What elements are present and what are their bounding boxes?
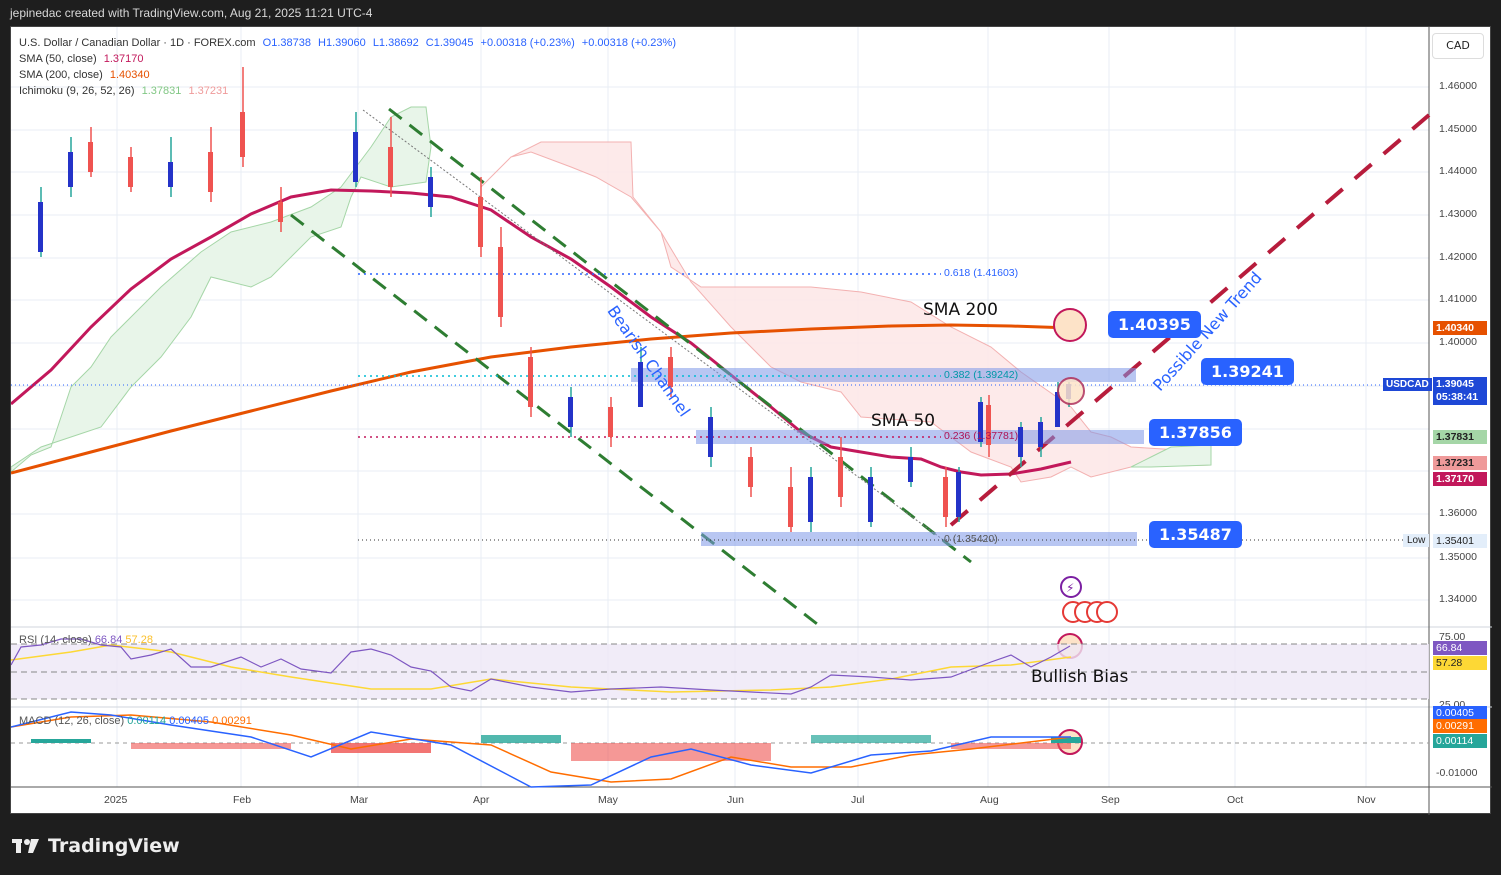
ohlc-high: H1.39060: [318, 37, 366, 49]
macd-axis-neg: -0.01000: [1436, 767, 1478, 779]
macd-histogram: [31, 735, 1081, 761]
candles: [38, 67, 1071, 532]
low-price-tag: 1.35401: [1433, 534, 1487, 548]
bullish-bias-annotation: Bullish Bias: [1031, 667, 1129, 687]
legend-macd[interactable]: MACD (12, 26, close) 0.00114 0.00405 0.0…: [19, 715, 252, 727]
fib-618-label: 0.618 (1.41603): [944, 267, 1019, 279]
macd-signal-line: [11, 714, 1072, 783]
level-bubble-1: 1.40395: [1108, 311, 1201, 338]
symbol-price-label: USDCAD: [1383, 378, 1432, 391]
lightning-event-icon: [1060, 576, 1082, 598]
ohlc-close: C1.39045: [425, 37, 474, 49]
ichimoku-cloud-green: [11, 106, 432, 473]
low-label: Low: [1403, 534, 1430, 547]
price-highlight-circle: [1057, 377, 1085, 405]
ohlc-change: +0.00318 (+0.23%): [480, 37, 575, 49]
bearish-channel-lower: [290, 213, 822, 629]
sma50-annotation: SMA 50: [871, 411, 936, 431]
ohlc-change-2: +0.00318 (+0.23%): [581, 37, 676, 49]
tradingview-logo-icon: [12, 839, 39, 853]
legend-sma50[interactable]: SMA (50, close) 1.37170: [19, 53, 144, 65]
ichimoku-green-tag: 1.37831: [1433, 430, 1487, 444]
ichimoku-red-tag: 1.37231: [1433, 456, 1487, 470]
us-flag-event-icons: [1062, 601, 1118, 623]
sma50-line: [11, 188, 1072, 477]
level-bubble-2: 1.39241: [1201, 358, 1294, 385]
svg-text:⚡: ⚡: [1066, 581, 1074, 595]
fib-236-label: 0.236 (1.37781): [944, 430, 1019, 442]
countdown: 05:38:41: [1436, 391, 1479, 403]
sma200-line: [11, 323, 1072, 475]
rsi-line: [11, 638, 1071, 695]
chart-canvas[interactable]: ⚡: [11, 27, 1492, 815]
sma200-price-tag: 1.40340: [1433, 321, 1487, 335]
rsi-ma-tag: 57.28: [1433, 656, 1487, 670]
macd-hist-tag: 0.00114: [1433, 734, 1487, 748]
last-price-tag: 1.39045 05:38:41: [1433, 377, 1487, 405]
macd-signal-tag: 0.00291: [1433, 719, 1487, 733]
fib-0-label: 0 (1.35420): [944, 533, 998, 545]
sma50-price-tag: 1.37170: [1433, 472, 1487, 486]
legend-ichimoku[interactable]: Ichimoku (9, 26, 52, 26) 1.37831 1.37231: [19, 85, 229, 97]
rsi-value-tag: 66.84: [1433, 641, 1487, 655]
fib-382-label: 0.382 (1.39242): [944, 369, 1019, 381]
level-bubble-4: 1.35487: [1149, 521, 1242, 548]
sma200-highlight-circle: [1053, 308, 1087, 342]
macd-value-tag: 0.00405: [1433, 706, 1487, 720]
chart-legend: U.S. Dollar / Canadian Dollar · 1D · FOR…: [19, 35, 680, 99]
macd-line: [11, 711, 1071, 788]
sma200-annotation: SMA 200: [923, 300, 998, 320]
legend-sma200[interactable]: SMA (200, close) 1.40340: [19, 69, 150, 81]
ohlc-open: O1.38738: [262, 37, 311, 49]
tradingview-logo[interactable]: TradingView: [12, 835, 180, 857]
bearish-channel-upper: [388, 107, 972, 564]
level-bubble-3: 1.37856: [1149, 419, 1242, 446]
currency-button[interactable]: CAD: [1432, 33, 1484, 59]
chart-credit: jepinedac created with TradingView.com, …: [10, 6, 373, 20]
chart-frame: ⚡ U.S. Dollar / Ca: [10, 26, 1492, 815]
legend-rsi[interactable]: RSI (14, close) 66.84 57.28: [19, 634, 153, 646]
rsi-axis-75: 75.00: [1439, 631, 1466, 643]
symbol-title[interactable]: U.S. Dollar / Canadian Dollar · 1D · FOR…: [19, 37, 256, 49]
ohlc-low: L1.38692: [372, 37, 419, 49]
